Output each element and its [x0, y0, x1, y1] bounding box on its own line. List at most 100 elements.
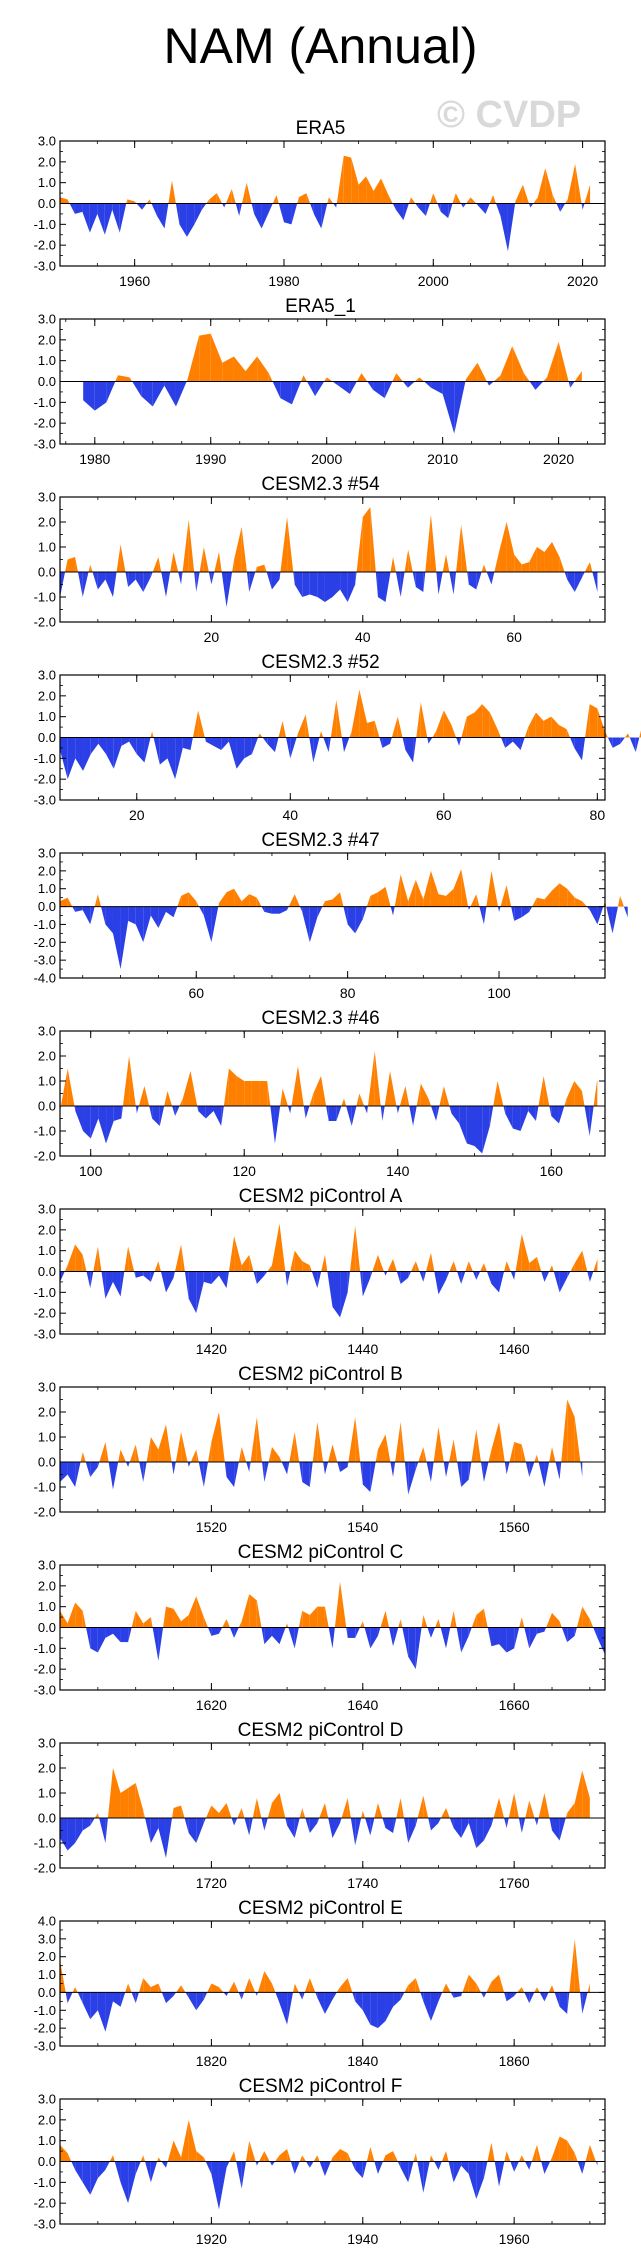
positive-area — [482, 704, 490, 737]
negative-area — [508, 204, 515, 252]
positive-area — [211, 1412, 219, 1462]
positive-area — [499, 1975, 504, 1993]
positive-area — [385, 2151, 393, 2161]
positive-area — [257, 1600, 262, 1627]
positive-area — [193, 710, 198, 737]
negative-area — [484, 1462, 489, 1482]
negative-area — [391, 907, 393, 916]
y-tick-label: -2.0 — [34, 2196, 56, 2211]
negative-area — [190, 738, 192, 751]
positive-area — [390, 1071, 396, 1106]
negative-area — [544, 1462, 549, 1487]
negative-area — [479, 907, 483, 925]
positive-area — [249, 1594, 257, 1627]
negative-area — [257, 1272, 265, 1285]
positive-area — [153, 557, 159, 572]
positive-area — [532, 2145, 537, 2162]
positive-area — [117, 545, 121, 573]
positive-area — [67, 199, 69, 203]
negative-area — [348, 1628, 356, 1638]
negative-area — [393, 1992, 401, 2006]
negative-area — [582, 738, 585, 761]
negative-area — [83, 1992, 91, 2019]
negative-area — [90, 1628, 98, 1653]
positive-area — [476, 1430, 481, 1463]
negative-area — [120, 204, 127, 233]
negative-area — [363, 1272, 371, 1297]
negative-area — [198, 1106, 206, 1119]
positive-area — [181, 2120, 189, 2162]
positive-area — [435, 1619, 438, 1627]
negative-area — [544, 2162, 550, 2175]
positive-area — [594, 1079, 598, 1107]
negative-area — [393, 907, 395, 916]
positive-area — [226, 189, 232, 204]
negative-area — [161, 1272, 166, 1293]
x-tick-label: 1440 — [347, 1341, 378, 1357]
positive-area — [529, 547, 537, 572]
positive-area — [567, 1081, 575, 1106]
positive-area — [264, 565, 266, 573]
negative-area — [451, 1992, 454, 1997]
negative-area — [487, 382, 489, 386]
negative-area — [270, 2162, 272, 2166]
negative-area — [204, 1272, 212, 1285]
positive-area — [582, 901, 587, 906]
positive-area — [534, 1455, 537, 1463]
negative-area — [498, 907, 499, 912]
positive-area — [321, 1255, 325, 1272]
x-tick-label: 40 — [355, 629, 371, 645]
negative-area — [580, 1992, 582, 2013]
positive-area — [174, 1806, 182, 1819]
positive-area — [317, 1422, 323, 1462]
positive-area — [494, 552, 499, 572]
positive-area — [545, 168, 552, 203]
negative-area — [95, 382, 107, 411]
negative-area — [420, 1272, 424, 1282]
positive-area — [355, 1417, 360, 1462]
negative-area — [352, 1106, 357, 1126]
x-tick-label: 80 — [590, 807, 606, 823]
positive-area — [128, 1984, 131, 1993]
negative-area — [360, 1462, 363, 1485]
negative-area — [256, 2162, 257, 2166]
positive-area — [280, 1089, 282, 1107]
negative-area — [105, 204, 112, 235]
positive-area — [257, 565, 265, 573]
negative-area — [408, 1818, 416, 1843]
negative-area — [287, 1992, 293, 2024]
positive-area — [333, 892, 341, 906]
negative-area — [287, 907, 289, 911]
positive-area — [177, 896, 181, 907]
positive-area — [436, 710, 444, 737]
negative-area — [299, 1992, 302, 1999]
positive-area — [456, 525, 461, 573]
positive-area — [293, 1984, 295, 1993]
negative-area — [284, 204, 291, 225]
positive-area — [465, 1261, 468, 1271]
positive-area — [287, 1623, 288, 1627]
negative-area — [449, 2162, 454, 2183]
negative-area — [446, 1462, 449, 1477]
positive-area — [498, 729, 501, 737]
negative-area — [137, 1106, 139, 1114]
positive-area — [172, 1808, 174, 1818]
positive-area — [229, 1069, 237, 1107]
positive-area — [321, 731, 323, 737]
negative-area — [93, 572, 98, 590]
positive-area — [408, 550, 413, 573]
x-tick-label: 60 — [506, 629, 522, 645]
positive-area — [277, 195, 279, 203]
positive-area — [374, 1803, 377, 1818]
positive-area — [359, 1094, 364, 1107]
positive-area — [196, 901, 199, 906]
positive-area — [405, 1086, 409, 1106]
x-tick-label: 1860 — [499, 2053, 530, 2069]
negative-area — [454, 1818, 462, 1838]
negative-area — [398, 2162, 401, 2168]
negative-area — [608, 738, 613, 748]
negative-area — [514, 907, 522, 921]
